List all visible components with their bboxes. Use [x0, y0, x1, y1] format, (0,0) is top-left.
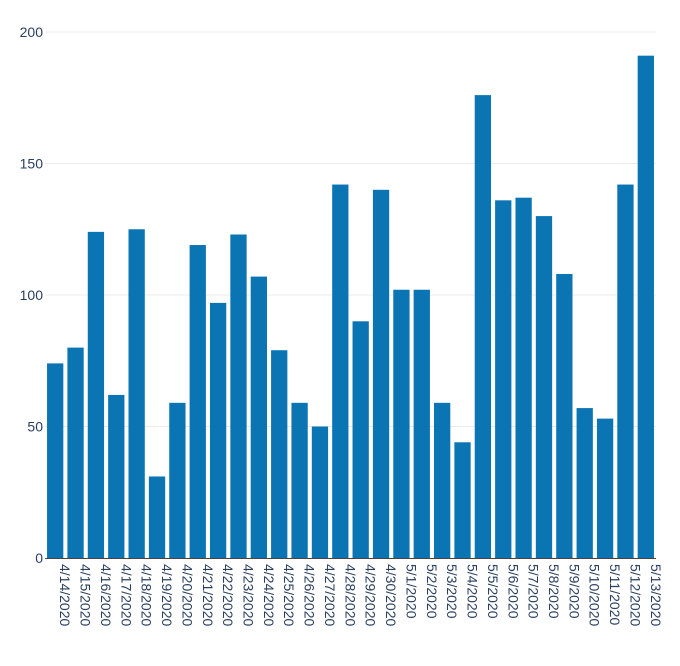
bar: [148, 476, 166, 558]
x-tick-label: 4/21/2020: [200, 564, 216, 626]
x-tick-label: 5/3/2020: [444, 564, 460, 619]
y-tick-label: 150: [20, 156, 44, 172]
bar: [352, 321, 369, 558]
y-axis-ticks: 0 50 100 150 200: [20, 24, 44, 566]
bar: [108, 394, 125, 558]
x-tick-label: 4/22/2020: [220, 564, 236, 626]
bar: [556, 273, 573, 558]
x-tick-label: 4/14/2020: [57, 564, 73, 626]
x-tick-label: 5/7/2020: [526, 564, 542, 619]
x-tick-label: 5/5/2020: [485, 564, 501, 619]
bar: [576, 408, 593, 558]
x-tick-label: 4/28/2020: [342, 564, 358, 626]
bar: [434, 402, 451, 558]
bar: [189, 245, 206, 558]
x-tick-label: 5/9/2020: [566, 564, 582, 619]
bar: [250, 276, 267, 558]
y-tick-label: 50: [27, 419, 43, 435]
y-tick-label: 0: [35, 550, 43, 566]
x-tick-label: 5/10/2020: [587, 564, 603, 626]
x-tick-label: 5/6/2020: [505, 564, 521, 619]
x-tick-label: 5/4/2020: [465, 564, 481, 619]
x-tick-label: 4/26/2020: [302, 564, 318, 626]
x-tick-label: 4/16/2020: [98, 564, 114, 626]
bar: [209, 302, 227, 558]
x-tick-label: 4/17/2020: [118, 564, 134, 626]
gridlines: [45, 31, 656, 427]
x-tick-label: 4/29/2020: [363, 564, 379, 626]
x-tick-label: 4/27/2020: [322, 564, 338, 626]
x-tick-label: 4/30/2020: [383, 564, 399, 626]
bar: [67, 347, 84, 558]
y-tick-label: 200: [20, 24, 44, 40]
bar: [515, 197, 532, 558]
bar: [454, 442, 471, 558]
x-tick-label: 5/12/2020: [627, 564, 643, 626]
x-tick-label: 4/25/2020: [281, 564, 297, 626]
bar: [596, 418, 614, 558]
bar: [474, 95, 492, 559]
bar: [291, 402, 308, 558]
bars: [47, 55, 654, 559]
bar: [169, 402, 186, 558]
bar: [311, 426, 329, 558]
bar: [372, 189, 390, 559]
x-tick-label: 4/24/2020: [261, 564, 277, 626]
bar: [271, 350, 288, 558]
bar: [413, 289, 430, 558]
x-axis-ticks: 4/14/2020 4/15/2020 4/16/2020 4/17/2020 4/18…: [57, 564, 664, 626]
x-tick-label: 4/20/2020: [179, 564, 195, 626]
x-tick-label: 5/13/2020: [648, 564, 664, 626]
bar: [535, 216, 553, 558]
bar: [637, 55, 654, 559]
bar: [47, 363, 64, 558]
x-tick-label: 4/18/2020: [139, 564, 155, 626]
x-tick-label: 5/2/2020: [424, 564, 440, 619]
bar: [393, 289, 410, 558]
x-tick-label: 5/11/2020: [607, 564, 623, 625]
x-tick-label: 4/15/2020: [78, 564, 94, 626]
bar: [230, 234, 247, 558]
bar: [332, 184, 349, 559]
bar: [617, 184, 634, 559]
x-tick-label: 5/8/2020: [546, 564, 562, 619]
bar: [128, 229, 145, 558]
bar: [87, 231, 105, 558]
y-tick-label: 100: [20, 287, 44, 303]
bar: [495, 200, 512, 558]
x-tick-label: 4/19/2020: [159, 564, 175, 626]
x-tick-label: 5/1/2020: [403, 564, 419, 619]
x-tick-label: 4/23/2020: [240, 564, 256, 626]
